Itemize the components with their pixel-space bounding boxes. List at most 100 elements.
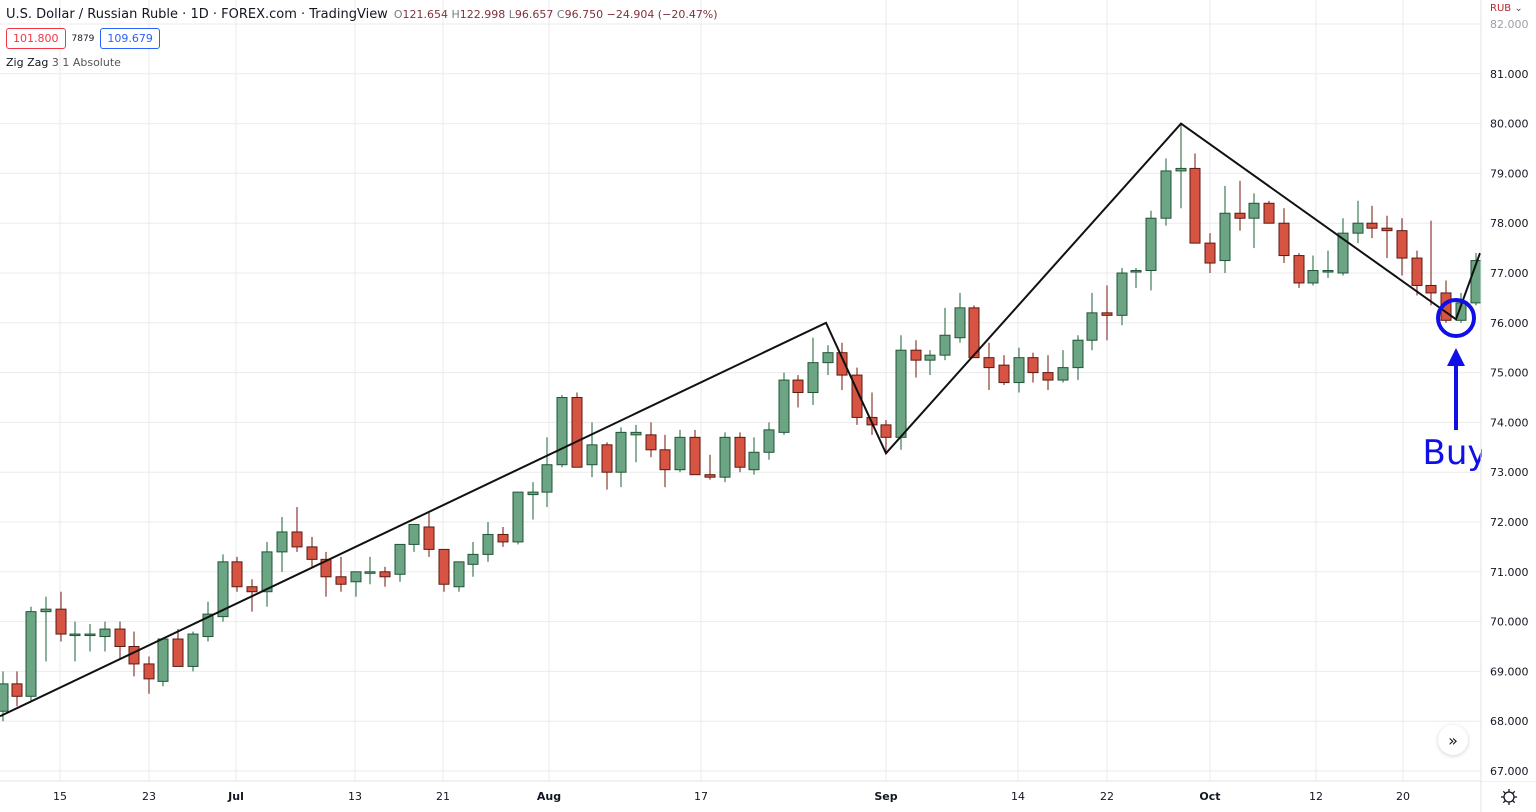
candle xyxy=(394,543,406,582)
price-tick: 80.000 xyxy=(1490,118,1529,131)
price-tick: 67.000 xyxy=(1490,765,1529,778)
time-tick: 21 xyxy=(436,790,450,803)
candle xyxy=(601,442,613,490)
buy-annotation: Buy xyxy=(1423,298,1488,473)
candle xyxy=(880,419,892,453)
candle xyxy=(778,372,790,435)
candle xyxy=(453,561,465,592)
gear-icon[interactable] xyxy=(1498,786,1520,808)
candle xyxy=(1411,250,1423,296)
candle xyxy=(1278,208,1290,264)
ohlc-values: O121.654 H122.998 L96.657 C96.750 −24.90… xyxy=(394,8,718,21)
price-tick: 76.000 xyxy=(1490,317,1529,330)
candle xyxy=(968,305,980,359)
scroll-to-realtime-button[interactable]: » xyxy=(1438,725,1468,755)
high-label: H xyxy=(451,7,460,21)
candle xyxy=(1116,268,1128,326)
sell-button[interactable]: 101.800 xyxy=(6,28,66,49)
buy-button[interactable]: 109.679 xyxy=(100,28,160,49)
open-label: O xyxy=(393,7,403,21)
time-tick: 20 xyxy=(1396,790,1410,803)
time-tick: Aug xyxy=(537,790,561,803)
candle xyxy=(910,340,922,378)
price-tick: 77.000 xyxy=(1490,267,1529,280)
candle xyxy=(55,591,67,642)
candle xyxy=(659,434,671,488)
candle xyxy=(291,507,303,552)
price-tick: 71.000 xyxy=(1490,566,1529,579)
buy-circle xyxy=(1436,298,1476,338)
arrow-head xyxy=(1447,348,1465,366)
candle xyxy=(556,395,568,468)
candle xyxy=(674,429,686,473)
zigzag-line xyxy=(0,122,1481,718)
candle xyxy=(335,556,347,592)
candle xyxy=(1101,285,1113,341)
candle xyxy=(423,512,435,557)
candle xyxy=(822,345,834,376)
candle xyxy=(157,638,169,687)
candle xyxy=(408,523,420,552)
candle xyxy=(482,522,494,562)
candle xyxy=(231,556,243,592)
time-tick: 22 xyxy=(1100,790,1114,803)
candle xyxy=(1042,355,1054,391)
price-tick: 82.000 xyxy=(1490,18,1529,31)
currency-selector[interactable]: RUB ⌄ xyxy=(1490,3,1523,14)
symbol-title[interactable]: U.S. Dollar / Russian Ruble · 1D · FOREX… xyxy=(6,6,388,22)
time-tick: Sep xyxy=(874,790,897,803)
candle xyxy=(1219,185,1231,273)
indicator-legend[interactable]: Zig Zag 3 1 Absolute xyxy=(6,56,718,69)
candle xyxy=(1160,158,1172,226)
time-tick: 14 xyxy=(1011,790,1025,803)
low-value: 96.657 xyxy=(514,7,554,21)
candle xyxy=(1145,210,1157,291)
spread-value: 7879 xyxy=(71,33,95,44)
price-tick: 73.000 xyxy=(1490,466,1529,479)
candle xyxy=(1396,218,1408,276)
candle xyxy=(114,621,126,659)
indicator-params: 3 1 Absolute xyxy=(51,56,121,69)
candle xyxy=(172,629,184,667)
candle xyxy=(1470,253,1482,306)
candle xyxy=(630,424,642,463)
price-tick: 81.000 xyxy=(1490,68,1529,81)
currency-label: RUB xyxy=(1490,3,1512,14)
candle xyxy=(1366,205,1378,239)
price-axis[interactable]: 82.000 81.000 80.000 79.000 78.000 77.000 76.0… xyxy=(1482,0,1536,781)
time-tick: 12 xyxy=(1309,790,1323,803)
candle xyxy=(851,367,863,425)
candle xyxy=(586,422,598,478)
price-tick: 72.000 xyxy=(1490,516,1529,529)
candle xyxy=(143,656,155,694)
close-value: 96.750 xyxy=(564,7,604,21)
candle xyxy=(1175,123,1187,209)
candle xyxy=(1248,193,1260,249)
candle xyxy=(1013,347,1025,393)
time-tick: 23 xyxy=(142,790,156,803)
candle xyxy=(689,429,701,476)
candle xyxy=(1057,350,1069,383)
candle xyxy=(99,621,111,652)
price-tick: 70.000 xyxy=(1490,616,1529,629)
candle xyxy=(1027,352,1039,383)
candle xyxy=(25,606,37,702)
candle xyxy=(187,631,199,672)
grid-lines xyxy=(0,0,1481,781)
candle xyxy=(467,541,479,577)
candle xyxy=(748,437,760,475)
buy-label: Buy xyxy=(1423,433,1488,473)
candle xyxy=(1130,268,1142,288)
time-tick: Jul xyxy=(227,790,244,803)
candle xyxy=(1204,233,1216,273)
candle xyxy=(836,342,848,391)
candle xyxy=(276,517,288,572)
price-tick: 69.000 xyxy=(1490,665,1529,678)
candle xyxy=(306,536,318,567)
chart-legend: U.S. Dollar / Russian Ruble · 1D · FOREX… xyxy=(6,4,718,69)
candle xyxy=(983,342,995,391)
time-axis[interactable]: 15 23 Jul 13 21 Aug 17 Sep 14 22 Oct 12 20 xyxy=(53,790,1410,803)
candle xyxy=(320,551,332,597)
